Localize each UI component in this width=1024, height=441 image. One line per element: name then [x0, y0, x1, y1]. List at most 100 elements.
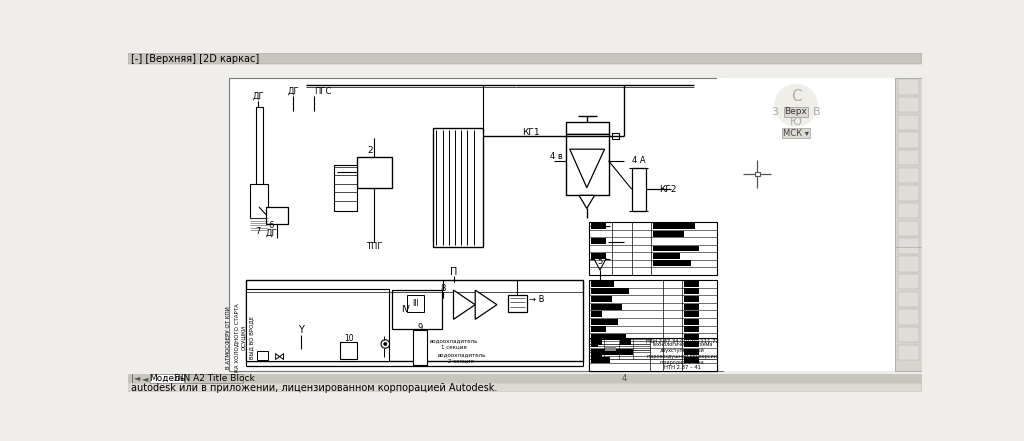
Text: В АТМОСФЕРУ ОТ КПИ: В АТМОСФЕРУ ОТ КПИ: [226, 306, 231, 369]
Bar: [784, 107, 808, 117]
Bar: [684, 341, 699, 348]
Bar: [717, 78, 895, 371]
Bar: [612, 133, 618, 139]
Text: IV: IV: [401, 305, 410, 314]
Bar: [128, 53, 922, 64]
Bar: [782, 128, 810, 138]
Text: МСК ▾: МСК ▾: [783, 128, 809, 138]
Bar: [508, 295, 527, 312]
Bar: [898, 239, 920, 254]
Text: C: C: [791, 89, 802, 104]
Text: B: B: [813, 107, 821, 117]
Bar: [228, 78, 723, 371]
Text: Верх: Верх: [784, 107, 808, 116]
Bar: [340, 343, 357, 359]
Bar: [591, 223, 606, 229]
Text: Технологическая схема
двухступенчатой
паровоздушной конверсии
природного газа: Технологическая схема двухступенчатой па…: [647, 342, 717, 365]
Bar: [591, 340, 601, 345]
Bar: [898, 97, 920, 112]
Polygon shape: [594, 258, 606, 270]
Bar: [257, 351, 267, 360]
Text: DIN A2 Title Block: DIN A2 Title Block: [174, 374, 254, 383]
Bar: [898, 203, 920, 218]
Bar: [591, 349, 633, 355]
Bar: [898, 221, 920, 236]
Text: ⋈: ⋈: [273, 352, 285, 362]
Text: КА ХОЛОДНОГО СТАРТА: КА ХОЛОДНОГО СТАРТА: [234, 303, 239, 372]
Circle shape: [774, 84, 818, 127]
Bar: [251, 184, 268, 218]
Bar: [266, 207, 288, 224]
Bar: [898, 79, 920, 94]
Bar: [128, 374, 922, 383]
Bar: [357, 157, 392, 188]
Text: 4: 4: [622, 374, 627, 383]
Bar: [684, 288, 699, 295]
Text: Модель: Модель: [148, 374, 185, 383]
Bar: [621, 340, 631, 345]
Bar: [684, 334, 699, 340]
Text: КГ2: КГ2: [658, 185, 677, 194]
Circle shape: [384, 343, 387, 345]
Text: ПГС: ПГС: [314, 87, 332, 96]
Bar: [652, 253, 680, 259]
Bar: [898, 115, 920, 130]
Text: → В: → В: [529, 295, 545, 304]
Bar: [591, 303, 622, 310]
Bar: [632, 168, 646, 211]
Bar: [898, 132, 920, 148]
Bar: [755, 172, 760, 176]
Text: ДГ: ДГ: [252, 92, 264, 101]
Bar: [684, 349, 699, 355]
Text: 6: 6: [268, 221, 274, 230]
Bar: [591, 319, 617, 325]
Bar: [246, 289, 389, 361]
Text: ДГ: ДГ: [288, 87, 299, 96]
Text: ДГ: ДГ: [265, 228, 278, 238]
Bar: [256, 107, 263, 207]
Bar: [684, 281, 699, 287]
Bar: [684, 357, 699, 363]
Bar: [591, 296, 612, 302]
Text: 7: 7: [256, 227, 261, 236]
Bar: [591, 326, 606, 333]
Text: III: III: [412, 299, 419, 308]
Bar: [246, 280, 583, 361]
Bar: [684, 326, 699, 333]
Text: Ю: Ю: [791, 117, 802, 127]
Bar: [652, 231, 684, 236]
Bar: [150, 374, 183, 383]
Text: 9: 9: [418, 322, 423, 332]
Circle shape: [381, 340, 389, 348]
Bar: [898, 256, 920, 272]
Polygon shape: [579, 195, 595, 209]
Bar: [591, 353, 601, 359]
Polygon shape: [569, 149, 604, 188]
Text: |◄: |◄: [131, 374, 140, 383]
Bar: [591, 341, 598, 348]
Text: П: П: [450, 267, 457, 277]
Text: водоохладитель
2 секция: водоохладитель 2 секция: [437, 352, 485, 363]
Bar: [184, 374, 244, 383]
Text: 8: 8: [440, 284, 446, 293]
Bar: [592, 226, 607, 258]
Text: autodesk или в приложении, лицензированном корпорацией Autodesk.: autodesk или в приложении, лицензированн…: [131, 383, 498, 393]
Bar: [898, 345, 920, 360]
Polygon shape: [454, 290, 475, 319]
Bar: [898, 168, 920, 183]
Bar: [414, 330, 427, 365]
Text: КГ1: КГ1: [521, 128, 540, 137]
Bar: [652, 261, 691, 266]
Bar: [898, 309, 920, 325]
Bar: [589, 222, 717, 275]
Bar: [684, 311, 699, 317]
Text: ВЫД ВО ВРОДЕ: ВЫД ВО ВРОДЕ: [250, 316, 255, 359]
Bar: [407, 295, 424, 312]
Bar: [591, 357, 610, 363]
Text: водоохладитель
1 секция: водоохладитель 1 секция: [429, 339, 477, 349]
Bar: [591, 334, 626, 340]
Bar: [591, 253, 606, 259]
Text: 5: 5: [597, 257, 602, 266]
Bar: [684, 319, 699, 325]
Bar: [898, 185, 920, 201]
